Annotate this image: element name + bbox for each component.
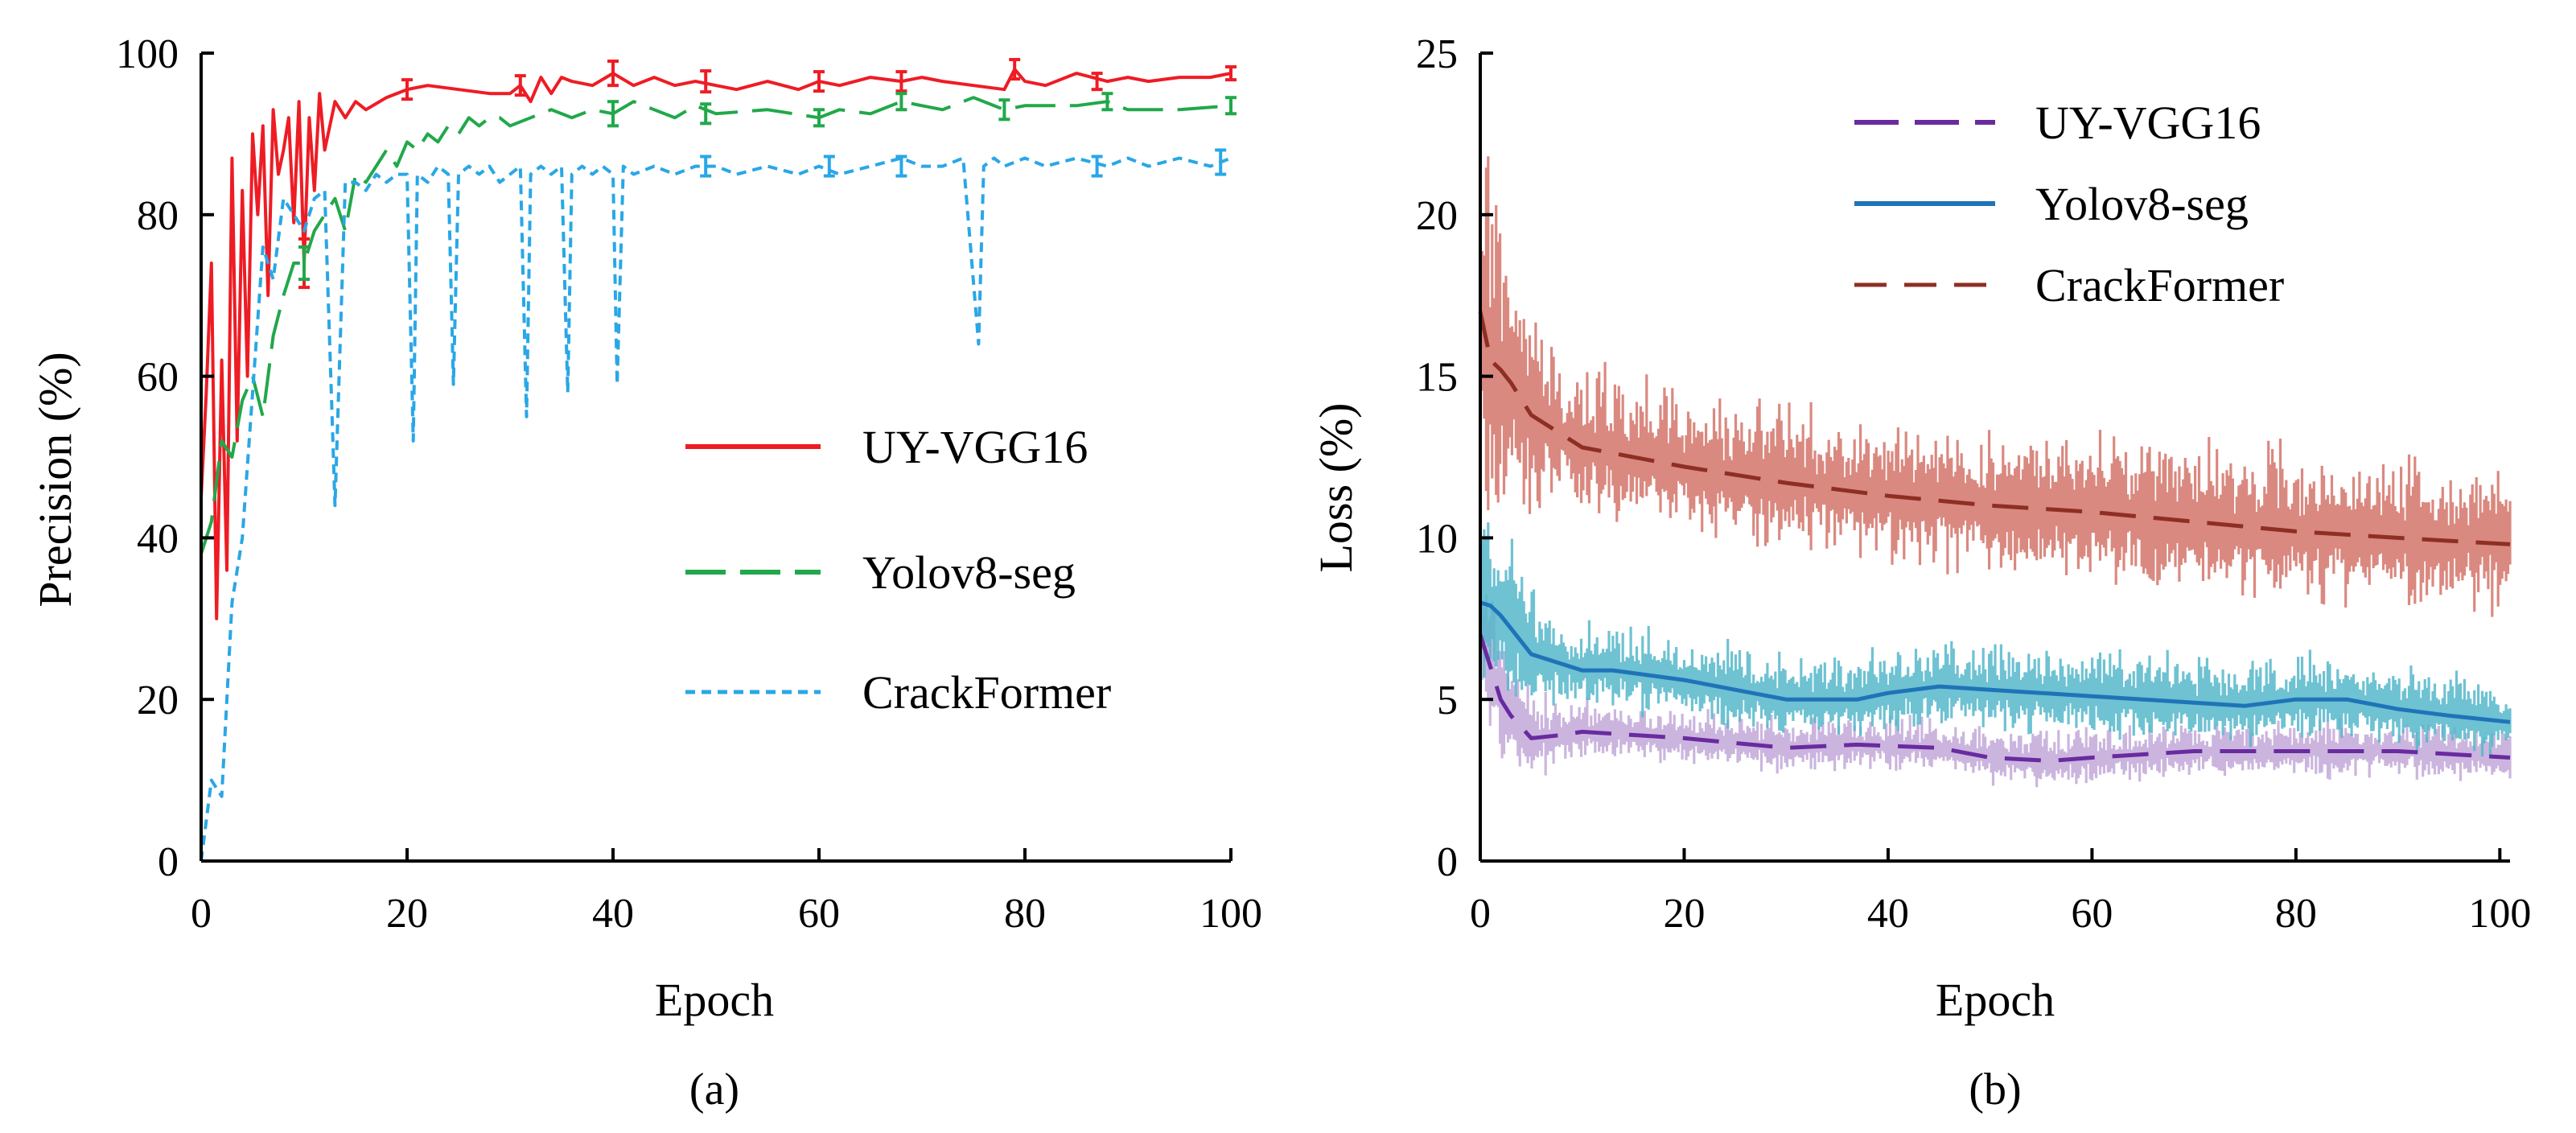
crackformer-line [1478, 311, 2511, 546]
loss-y-tick-label: 5 [1437, 678, 1458, 723]
uy_vgg16-error-bar [895, 70, 907, 93]
uy_vgg16-error-bar [1009, 58, 1021, 81]
crackformer-error-bar [1091, 154, 1103, 178]
legend-label-crackformer: CrackFormer [2035, 259, 2284, 311]
loss-chart-caption: (b) [1969, 1065, 2021, 1114]
legend-label-yolov8-seg: Yolov8-seg [862, 546, 1076, 599]
legend-label-crackformer: CrackFormer [862, 666, 1111, 719]
yolov8_seg-error-bar [998, 98, 1010, 122]
uy_vgg16-error-bar [514, 74, 526, 97]
loss-chart-axes [1479, 52, 2510, 863]
loss-y-axis-title: Loss (%) [1310, 402, 1362, 572]
loss-x-tick-label: 80 [2275, 891, 2317, 937]
precision-y-tick-label: 20 [137, 678, 179, 723]
uy_vgg16-error-bar [401, 78, 413, 101]
loss-y-tick-label: 10 [1416, 516, 1458, 562]
precision-chart-caption: (a) [689, 1065, 739, 1114]
yolov8_seg-error-bar [298, 245, 310, 282]
precision-y-tick-label: 100 [116, 31, 179, 77]
precision-x-tick-label: 0 [191, 891, 212, 937]
precision-x-tick-label: 20 [386, 891, 428, 937]
crackformer-error-bar [895, 154, 907, 178]
crackformer-error-bar [700, 154, 712, 178]
loss-x-tick-label: 20 [1663, 891, 1705, 937]
precision-x-axis-title: Epoch [655, 974, 774, 1026]
yolov8_seg-line [200, 96, 1232, 555]
yolov8_seg-error-bar [700, 102, 712, 126]
uy_vgg16-error-bar [607, 60, 619, 88]
precision-y-tick-label: 40 [137, 516, 179, 562]
precision-x-tick-label: 100 [1200, 891, 1262, 937]
yolov8_seg-error-bar [813, 108, 825, 128]
precision-y-tick-label: 80 [137, 193, 179, 239]
loss-x-tick-label: 0 [1470, 891, 1491, 937]
yolov8_seg-error-bar [1225, 96, 1237, 116]
precision-x-tick-label: 60 [798, 891, 840, 937]
yolov8_seg-error-bar [607, 100, 619, 128]
loss-y-tick-label: 15 [1416, 355, 1458, 401]
loss-x-tick-label: 40 [1867, 891, 1909, 937]
loss-y-tick-label: 20 [1416, 193, 1458, 239]
precision-y-tick-label: 60 [137, 355, 179, 401]
uy_vgg16-error-bar [813, 70, 825, 93]
yolov8_seg-error-bar [895, 92, 907, 112]
crackformer-error-bar [823, 154, 835, 178]
crackformer-line [200, 156, 1232, 862]
loss-y-tick-label: 25 [1416, 31, 1458, 77]
uy_vgg16-error-bar [700, 69, 712, 94]
precision-x-tick-label: 80 [1004, 891, 1046, 937]
precision-legend: UY-VGG16 Yolov8-seg CrackFormer [685, 421, 1111, 719]
yolov8_seg-error-bar [1101, 92, 1113, 112]
precision-y-axis-title: Precision (%) [29, 352, 81, 607]
uy_vgg16-line [200, 68, 1232, 620]
loss-y-tick-label: 0 [1437, 839, 1458, 885]
precision-x-tick-label: 40 [592, 891, 634, 937]
loss-x-tick-label: 100 [2468, 891, 2531, 937]
loss-chart-panel: 0 20 40 60 80 100 0 5 10 15 20 25 Epoch Loss (%) (b… [1310, 31, 2531, 1114]
legend-label-uy-vgg16: UY-VGG16 [862, 421, 1088, 473]
legend-label-yolov8-seg: Yolov8-seg [2035, 178, 2249, 230]
yolov8_seg-line [1479, 600, 2511, 724]
crackformer-error-bar [1215, 148, 1227, 176]
uy_vgg16-error-bar [1225, 65, 1237, 82]
precision-chart-axes [200, 52, 1232, 863]
loss-x-axis-title: Epoch [1936, 974, 2055, 1026]
uy_vgg16-line [1478, 634, 2511, 763]
precision-chart-panel: 0 20 40 60 80 100 0 20 40 60 80 100 Epoch Precision… [29, 31, 1262, 1114]
uy_vgg16-error-bar [1091, 72, 1103, 92]
precision-y-tick-label: 0 [158, 839, 179, 885]
loss-x-tick-label: 60 [2071, 891, 2113, 937]
legend-label-uy-vgg16: UY-VGG16 [2035, 97, 2261, 149]
loss-legend: UY-VGG16 Yolov8-seg CrackFormer [1854, 97, 2284, 311]
